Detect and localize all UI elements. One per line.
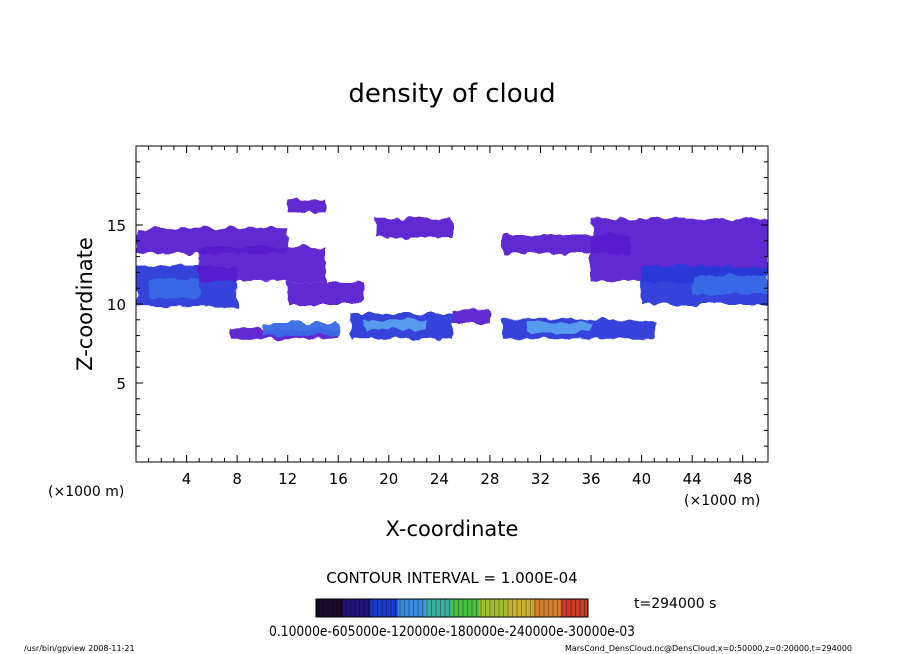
colorbar-segment xyxy=(452,599,480,617)
x-tick-label: 44 xyxy=(683,470,702,488)
colorbar-segment xyxy=(343,599,371,617)
cloud-region-2 xyxy=(148,278,200,298)
x-tick-label: 20 xyxy=(379,470,398,488)
x-tick-label: 28 xyxy=(480,470,499,488)
cloud-region-11 xyxy=(452,310,490,323)
cloud-region-17 xyxy=(692,275,768,295)
cloud-region-4 xyxy=(287,281,364,304)
cloud-region-8 xyxy=(262,322,339,336)
x-tick-label: 40 xyxy=(632,470,651,488)
colorbar-segment xyxy=(479,599,507,617)
cloud-region-3 xyxy=(199,247,326,282)
x-unit-left: (×1000 m) xyxy=(48,484,124,500)
colorbar-segment xyxy=(397,599,426,617)
x-tick-label: 24 xyxy=(430,470,449,488)
colorbar-tick-labels: 0.10000e-605000e-120000e-180000e-240000e… xyxy=(269,624,635,640)
x-axis-ticks: 4 8 12 16 20 24 28 32 36 40 44 48 xyxy=(148,146,756,488)
cloud-region-5 xyxy=(287,199,326,213)
colorbar-segment xyxy=(316,599,344,617)
colorbar-segment xyxy=(370,599,399,617)
y-axis-label: Z-coordinate xyxy=(73,237,97,371)
x-tick-label: 48 xyxy=(733,470,752,488)
colorbar-frame xyxy=(315,598,589,618)
colorbar-segment xyxy=(424,599,453,617)
x-tick-label: 4 xyxy=(182,470,192,488)
colorbar-segment xyxy=(560,599,589,617)
x-tick-label: 12 xyxy=(278,470,297,488)
x-unit-right: (×1000 m) xyxy=(684,493,760,509)
colorbar-segment xyxy=(533,599,562,617)
footer-right: MarsCond_DensCloud.nc@DensCloud,x=0:5000… xyxy=(565,644,852,653)
cloud-region-13 xyxy=(527,322,592,333)
x-axis-label: X-coordinate xyxy=(386,517,519,541)
time-label: t=294000 s xyxy=(634,596,716,612)
colorbar-segment xyxy=(506,599,535,617)
footer-left: /usr/bin/gpview 2008-11-21 xyxy=(24,644,135,653)
cloud-region-6 xyxy=(376,218,452,238)
y-axis-ticks: 5 10 15 xyxy=(107,161,768,447)
cloud-region-10 xyxy=(363,319,427,330)
y-tick-label: 10 xyxy=(107,296,126,314)
y-tick-label: 5 xyxy=(116,375,126,393)
chart-title: density of cloud xyxy=(348,79,555,109)
x-tick-label: 16 xyxy=(329,470,348,488)
x-tick-label: 8 xyxy=(232,470,242,488)
x-tick-label: 36 xyxy=(581,470,600,488)
y-tick-label: 15 xyxy=(107,217,126,235)
x-tick-label: 32 xyxy=(531,470,550,488)
colorbar xyxy=(316,599,589,617)
contour-interval-label: CONTOUR INTERVAL = 1.000E-04 xyxy=(326,569,577,587)
cloud-field xyxy=(136,199,768,339)
